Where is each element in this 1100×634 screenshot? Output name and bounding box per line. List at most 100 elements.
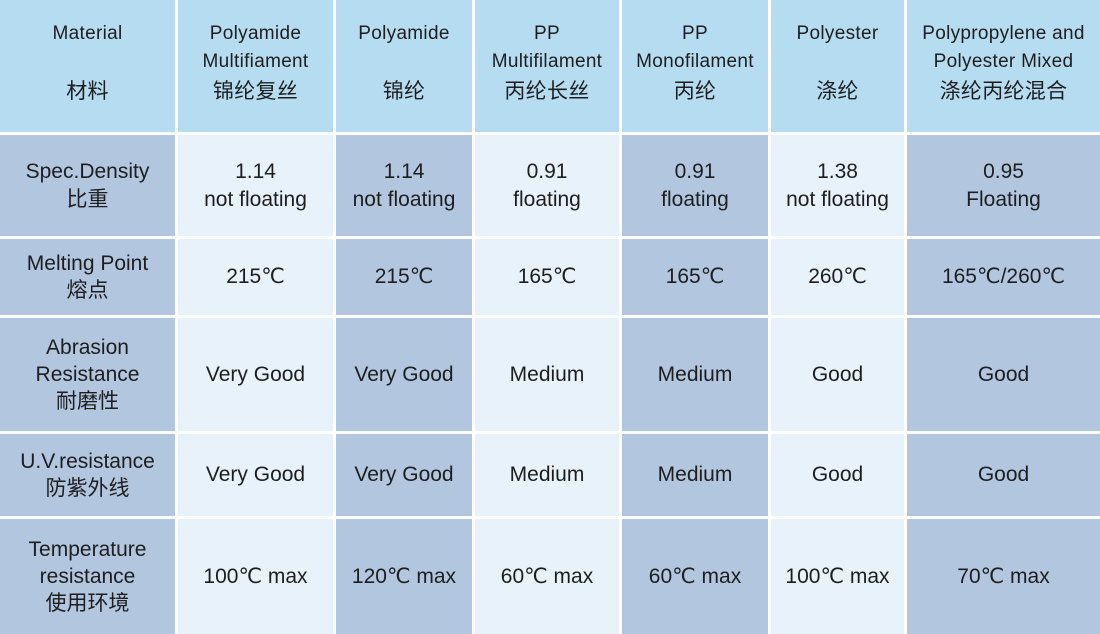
cell-value: 1.14 <box>383 160 425 184</box>
table-cell: Very Good <box>336 318 472 431</box>
header-chinese-text: 材料 <box>66 79 109 103</box>
cell-value: 165℃ <box>517 265 577 289</box>
table-cell: 60℃ max <box>475 519 619 634</box>
table-cell: Medium <box>622 318 768 431</box>
header-column: Polypropylene and Polyester Mixed 涤纶丙纶混合 <box>907 0 1100 132</box>
cell-value: 1.38 <box>817 160 858 184</box>
header-english-text: Polyester Mixed <box>933 50 1074 72</box>
row-label-text: 比重 <box>66 187 109 211</box>
cell-value: 165℃ <box>665 265 725 289</box>
cell-value: Medium <box>509 463 585 487</box>
header-english-text: Polyester <box>796 23 879 44</box>
row-label-text: 熔点 <box>66 279 109 302</box>
cell-value: 100℃ max <box>203 564 308 588</box>
cell-value: 165℃/260℃ <box>941 265 1066 289</box>
table-cell: 100℃ max <box>178 519 333 634</box>
table-cell: 60℃ max <box>622 519 768 634</box>
header-english-text: Multifilament <box>491 50 603 72</box>
cell-value: 1.14 <box>235 160 276 184</box>
cell-value: not floating <box>352 187 456 211</box>
cell-value: Medium <box>657 463 733 487</box>
header-column: PP Multifilament 丙纶长丝 <box>475 0 619 132</box>
row-label-text: 耐磨性 <box>56 390 119 414</box>
row-label-text: Melting Point <box>26 251 149 275</box>
header-column: Polyamide Multifiament 锦纶复丝 <box>178 0 333 132</box>
row-label-text: U.V.resistance <box>20 449 155 473</box>
cell-value: Medium <box>657 362 733 386</box>
cell-value: 120℃ max <box>351 564 457 588</box>
cell-value: Good <box>811 362 864 386</box>
header-english-text: Polyamide <box>209 23 302 44</box>
cell-value: not floating <box>786 187 889 211</box>
header-english-text: PP <box>534 23 560 44</box>
row-label: Spec.Density 比重 <box>0 135 175 236</box>
table-cell: 1.14 not floating <box>336 135 472 236</box>
table-cell: 165℃ <box>475 239 619 315</box>
table-cell: Very Good <box>336 434 472 516</box>
table-cell: Good <box>771 434 904 516</box>
row-label: U.V.resistance 防紫外线 <box>0 434 175 516</box>
cell-value: 60℃ max <box>500 564 594 588</box>
header-english-text: Multifiament <box>202 50 309 72</box>
cell-value: Very Good <box>354 362 454 386</box>
cell-value: 215℃ <box>226 265 285 289</box>
table-cell: Good <box>771 318 904 431</box>
cell-value: 0.95 <box>983 160 1024 184</box>
table-cell: 260℃ <box>771 239 904 315</box>
cell-value: Good <box>977 362 1030 386</box>
header-chinese-text: 锦纶 <box>382 79 426 103</box>
header-english-text: Material <box>52 23 123 44</box>
row-label: Temperature resistance 使用环境 <box>0 519 175 634</box>
cell-value: 260℃ <box>808 265 867 289</box>
table-cell: 215℃ <box>336 239 472 315</box>
table-cell: 215℃ <box>178 239 333 315</box>
table-cell: 165℃/260℃ <box>907 239 1100 315</box>
cell-value: 60℃ max <box>648 564 742 588</box>
table-cell: 120℃ max <box>336 519 472 634</box>
cell-value: 0.91 <box>674 160 716 184</box>
table-cell: Good <box>907 434 1100 516</box>
table-cell: Good <box>907 318 1100 431</box>
cell-value: Medium <box>509 362 585 386</box>
table-cell: 1.14 not floating <box>178 135 333 236</box>
header-chinese-text: 涤纶 <box>816 79 859 103</box>
cell-value: floating <box>661 187 729 211</box>
row-label-text: 防紫外线 <box>45 477 130 500</box>
header-english-text: Polyamide <box>358 23 450 44</box>
header-chinese-text: 涤纶丙纶混合 <box>939 80 1068 104</box>
header-chinese-text: 锦纶复丝 <box>212 80 299 104</box>
header-material: Material 材料 <box>0 0 175 132</box>
header-column: Polyamide 锦纶 <box>336 0 472 132</box>
table-cell: 0.91 floating <box>475 135 619 236</box>
table-cell: 100℃ max <box>771 519 904 634</box>
header-chinese-text: 丙纶长丝 <box>504 80 590 104</box>
row-label: Abrasion Resistance 耐磨性 <box>0 318 175 431</box>
row-label-text: resistance <box>39 564 136 588</box>
row-label-text: Resistance <box>35 362 140 386</box>
table-cell: Very Good <box>178 434 333 516</box>
header-chinese-text: 丙纶 <box>673 80 717 104</box>
table-cell: Medium <box>622 434 768 516</box>
cell-value: Very Good <box>205 362 306 386</box>
cell-value: Floating <box>966 187 1041 211</box>
cell-value: 0.91 <box>526 160 568 184</box>
cell-value: not floating <box>204 187 307 211</box>
table-cell: 0.95 Floating <box>907 135 1100 236</box>
table-cell: Medium <box>475 318 619 431</box>
header-column: Polyester 涤纶 <box>771 0 904 132</box>
row-label-text: Temperature <box>28 537 147 561</box>
table-cell: 70℃ max <box>907 519 1100 634</box>
table-cell: Medium <box>475 434 619 516</box>
header-column: PP Monofilament 丙纶 <box>622 0 768 132</box>
cell-value: Very Good <box>354 463 454 487</box>
cell-value: Good <box>811 463 864 487</box>
cell-value: floating <box>513 187 581 211</box>
header-english-text: Polypropylene and <box>922 23 1085 44</box>
row-label-text: Spec.Density <box>25 160 150 184</box>
cell-value: 215℃ <box>374 265 434 289</box>
row-label-text: Abrasion <box>46 335 129 359</box>
table-cell: Very Good <box>178 318 333 431</box>
header-english-text: PP <box>682 23 708 44</box>
cell-value: Very Good <box>205 463 306 487</box>
